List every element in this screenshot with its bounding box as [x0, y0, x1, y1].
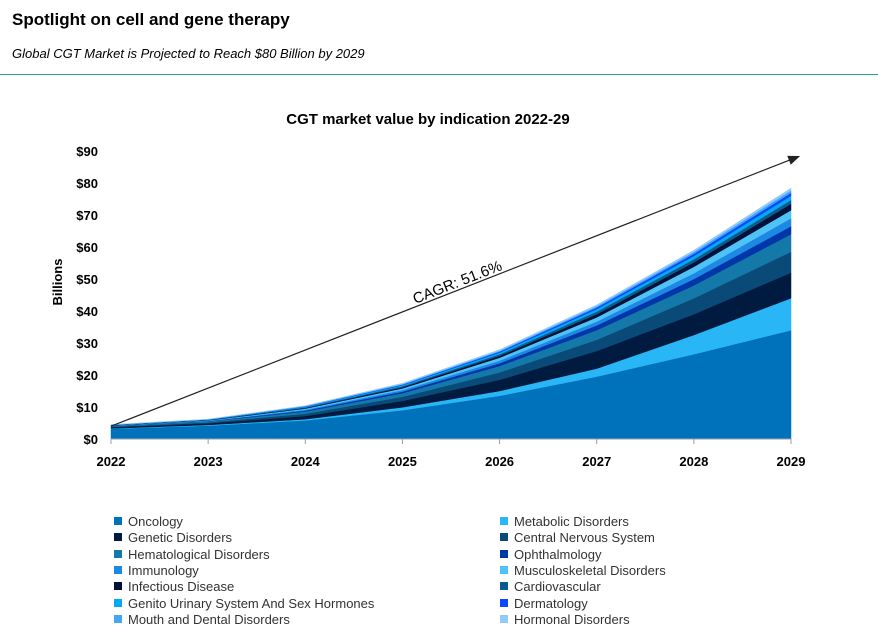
cagr-arrow	[110, 155, 801, 427]
legend-swatch	[114, 598, 122, 607]
y-tick-label: $70	[76, 208, 98, 223]
legend-item: Hormonal Disorders	[500, 612, 630, 628]
cagr-annotation: CAGR: 51.6%	[411, 258, 505, 308]
y-tick-label: $90	[76, 144, 98, 159]
legend-item: Genito Urinary System And Sex Hormones	[114, 596, 374, 612]
x-tick-label: 2025	[388, 454, 417, 469]
area-chart: CGT market value by indication 2022-29 B…	[50, 111, 805, 469]
page-subtitle: Global CGT Market is Projected to Reach …	[12, 46, 365, 61]
chart-title: CGT market value by indication 2022-29	[286, 111, 569, 128]
legend-label: Hematological Disorders	[128, 546, 270, 562]
y-axis-label: Billions	[50, 259, 65, 306]
legend-item: Genetic Disorders	[114, 530, 232, 546]
legend-item: Oncology	[114, 514, 183, 530]
legend-swatch	[114, 549, 122, 558]
legend-swatch	[500, 533, 508, 542]
legend-label: Central Nervous System	[514, 530, 655, 546]
legend-item: Ophthalmology	[500, 547, 601, 563]
legend-swatch	[500, 517, 508, 525]
y-tick-label: $20	[76, 368, 98, 383]
legend-label: Ophthalmology	[514, 546, 602, 562]
y-tick-label: $60	[76, 240, 98, 255]
legend-swatch	[500, 549, 508, 558]
legend-item: Immunology	[114, 563, 199, 579]
y-tick-label: $50	[76, 272, 98, 287]
legend-item: Dermatology	[500, 596, 588, 612]
legend-item: Hematological Disorders	[114, 547, 270, 563]
x-tick-label: 2028	[679, 454, 708, 469]
x-tick-label: 2026	[485, 454, 514, 469]
y-tick-label: $30	[76, 336, 98, 351]
legend-label: Genetic Disorders	[128, 530, 233, 546]
legend-swatch	[114, 565, 122, 574]
legend-item: Musculoskeletal Disorders	[500, 563, 666, 579]
legend-swatch	[500, 565, 508, 574]
legend-label: Immunology	[128, 562, 199, 578]
y-tick-label: $10	[76, 400, 98, 415]
legend-label: Musculoskeletal Disorders	[514, 562, 666, 578]
header-divider	[0, 74, 878, 75]
legend-label: Oncology	[128, 514, 183, 529]
legend-item: Metabolic Disorders	[500, 514, 629, 530]
legend-item: Central Nervous System	[500, 530, 655, 546]
legend-label: Metabolic Disorders	[514, 514, 629, 529]
y-tick-label: $80	[76, 176, 98, 191]
legend-label: Cardiovascular	[514, 579, 601, 595]
legend-swatch	[114, 517, 122, 525]
legend-item: Mouth and Dental Disorders	[114, 612, 290, 628]
x-tick-label: 2024	[291, 454, 321, 469]
page-title: Spotlight on cell and gene therapy	[12, 10, 290, 29]
axes-layer: $0 $10 $20 $30 $40 $50 $60 $70 $80 $90 2022 2023 202…	[76, 144, 805, 469]
y-tick-label: $40	[76, 304, 98, 319]
x-tick-label: 2027	[582, 454, 611, 469]
legend-swatch	[114, 582, 122, 591]
areas-layer	[110, 187, 792, 440]
legend-item: Infectious Disease	[114, 579, 234, 595]
legend-label: Infectious Disease	[128, 579, 235, 595]
x-tick-label: 2022	[97, 454, 126, 469]
area-series-13	[110, 187, 792, 425]
legend-swatch	[114, 533, 122, 542]
legend-swatch	[500, 582, 508, 591]
legend-label: Dermatology	[514, 595, 588, 611]
x-tick-label: 2023	[194, 454, 223, 469]
x-tick-label: 2029	[777, 454, 806, 469]
legend-label: Hormonal Disorders	[514, 611, 630, 627]
legend-label: Mouth and Dental Disorders	[128, 611, 290, 627]
legend-swatch	[500, 598, 508, 607]
legend-item: Cardiovascular	[500, 579, 601, 595]
legend-swatch	[500, 614, 508, 623]
legend-swatch	[114, 614, 122, 623]
legend-label: Genito Urinary System And Sex Hormones	[128, 595, 375, 611]
y-tick-label: $0	[84, 432, 98, 447]
